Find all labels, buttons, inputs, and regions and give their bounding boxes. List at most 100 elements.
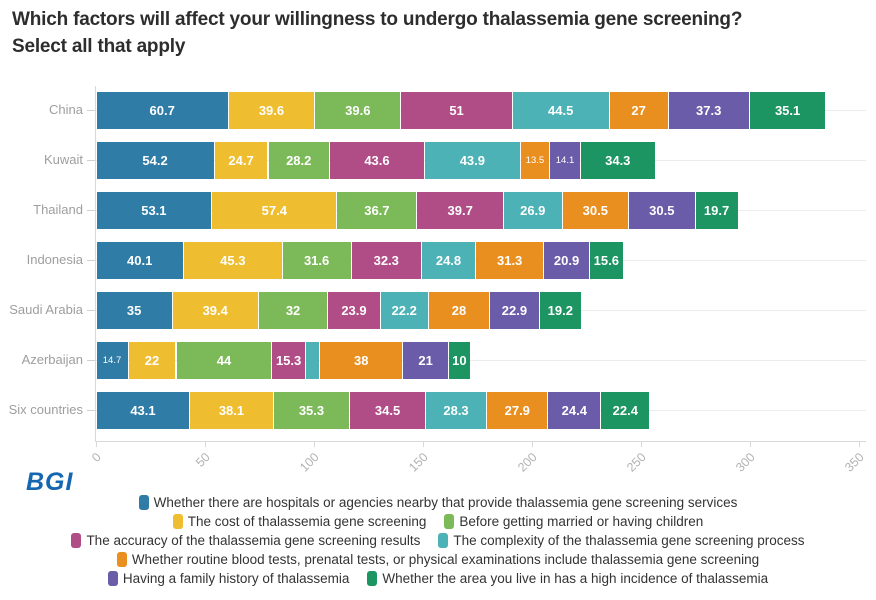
bar-segment-kuwait-whether-there-are-hospit[interactable]: 54.2 <box>96 141 214 179</box>
bar-segment-saudi-arabia-whether-the-area-you-liv[interactable]: 19.2 <box>539 291 581 329</box>
legend-item-whether-the-area-you-liv[interactable]: Whether the area you live in has a high … <box>367 571 768 586</box>
bar-value-label: 43.9 <box>459 152 486 168</box>
bar-segment-six-countries-the-accuracy-of-the-thal[interactable]: 34.5 <box>350 391 425 429</box>
bar-segment-china-whether-there-are-hospit[interactable]: 60.7 <box>96 91 228 129</box>
bar-segment-azerbaijan-having-a-family-history-[interactable]: 21 <box>403 341 448 379</box>
bar-value-label: 23.9 <box>341 302 367 318</box>
bar-segment-china-the-cost-of-thalassemia-[interactable]: 39.6 <box>228 91 315 129</box>
bar-value-label: 30.5 <box>649 202 675 218</box>
bar-segment-indonesia-whether-there-are-hospit[interactable]: 40.1 <box>96 241 183 279</box>
legend-row: Whether there are hospitals or agencies … <box>0 493 876 512</box>
legend-item-the-complexity-of-the-th[interactable]: The complexity of the thalassemia gene s… <box>438 533 805 548</box>
bar-segment-azerbaijan-whether-routine-blood-te[interactable]: 38 <box>320 341 403 379</box>
legend-label: The accuracy of the thalassemia gene scr… <box>86 533 421 548</box>
legend-item-before-getting-married-o[interactable]: Before getting married or having childre… <box>444 514 703 529</box>
legend-item-the-cost-of-thalassemia-[interactable]: The cost of thalassemia gene screening <box>172 514 427 529</box>
bar-segment-saudi-arabia-the-cost-of-thalassemia-[interactable]: 39.4 <box>172 291 258 329</box>
bar-segment-china-before-getting-married-o[interactable]: 39.6 <box>315 91 401 129</box>
bar-value-label: 28.3 <box>443 402 469 418</box>
bar-segment-thailand-the-complexity-of-the-th[interactable]: 26.9 <box>503 191 562 229</box>
x-axis-tick <box>96 441 97 447</box>
bar-segment-indonesia-whether-the-area-you-liv[interactable]: 15.6 <box>589 241 623 279</box>
legend-swatch-icon <box>138 495 149 510</box>
bar-segment-kuwait-whether-routine-blood-te[interactable]: 13.5 <box>520 141 550 179</box>
bar-value-label: 14.1 <box>555 154 575 166</box>
bar-segment-thailand-before-getting-married-o[interactable]: 36.7 <box>337 191 417 229</box>
bar-segment-kuwait-the-cost-of-thalassemia-[interactable]: 24.7 <box>214 141 268 179</box>
bar-value-label: 27 <box>631 102 646 118</box>
bar-segment-china-whether-routine-blood-te[interactable]: 27 <box>609 91 668 129</box>
bar-segment-china-whether-the-area-you-liv[interactable]: 35.1 <box>749 91 826 129</box>
legend-item-having-a-family-history-[interactable]: Having a family history of thalassemia <box>107 571 349 586</box>
legend-item-whether-there-are-hospit[interactable]: Whether there are hospitals or agencies … <box>138 495 737 510</box>
bar-value-label: 43.6 <box>364 152 390 168</box>
bgi-logo: BGI <box>26 468 74 496</box>
bar-segment-saudi-arabia-before-getting-married-o[interactable]: 32 <box>258 291 328 329</box>
bar-segment-azerbaijan-the-cost-of-thalassemia-[interactable]: 22 <box>128 341 176 379</box>
bar-segment-china-the-accuracy-of-the-thal[interactable]: 51 <box>401 91 512 129</box>
bar-segment-saudi-arabia-whether-there-are-hospit[interactable]: 35 <box>96 291 172 329</box>
y-axis-label: China <box>49 102 83 117</box>
bar-segment-six-countries-whether-the-area-you-liv[interactable]: 22.4 <box>601 391 650 429</box>
bar-value-label: 38.1 <box>218 402 245 418</box>
bar-segment-indonesia-the-accuracy-of-the-thal[interactable]: 32.3 <box>351 241 421 279</box>
y-axis-tick <box>87 260 95 261</box>
bar-segment-saudi-arabia-whether-routine-blood-te[interactable]: 28 <box>428 291 489 329</box>
bar-segment-thailand-whether-routine-blood-te[interactable]: 30.5 <box>562 191 629 229</box>
bar-segment-kuwait-the-accuracy-of-the-thal[interactable]: 43.6 <box>329 141 425 179</box>
bar-segment-six-countries-whether-routine-blood-te[interactable]: 27.9 <box>487 391 548 429</box>
bar-segment-thailand-the-accuracy-of-the-thal[interactable]: 39.7 <box>417 191 503 229</box>
bar-segment-six-countries-the-cost-of-thalassemia-[interactable]: 38.1 <box>190 391 273 429</box>
bar-segment-indonesia-the-complexity-of-the-th[interactable]: 24.8 <box>421 241 476 279</box>
bar-segment-kuwait-having-a-family-history-[interactable]: 14.1 <box>550 141 580 179</box>
y-axis-tick <box>87 110 95 111</box>
bar-value-label: 28.2 <box>286 152 312 168</box>
bar-segment-six-countries-whether-there-are-hospit[interactable]: 43.1 <box>96 391 190 429</box>
bar-segment-indonesia-before-getting-married-o[interactable]: 31.6 <box>282 241 351 279</box>
legend-item-whether-routine-blood-te[interactable]: Whether routine blood tests, prenatal te… <box>116 552 760 567</box>
legend-item-the-accuracy-of-the-thal[interactable]: The accuracy of the thalassemia gene scr… <box>71 533 420 548</box>
bar-segment-thailand-the-cost-of-thalassemia-[interactable]: 57.4 <box>212 191 337 229</box>
bar-segment-indonesia-having-a-family-history-[interactable]: 20.9 <box>544 241 589 279</box>
bar-segment-china-having-a-family-history-[interactable]: 37.3 <box>668 91 749 129</box>
x-axis-tick-label: 150 <box>406 450 431 475</box>
bar-value-label: 31.3 <box>496 252 523 268</box>
bar-segment-azerbaijan-the-complexity-of-the-th[interactable]: 6.7 <box>305 341 343 379</box>
bar-segment-indonesia-the-cost-of-thalassemia-[interactable]: 45.3 <box>183 241 282 279</box>
bar-segment-six-countries-before-getting-married-o[interactable]: 35.3 <box>273 391 350 429</box>
legend-row: Whether routine blood tests, prenatal te… <box>0 550 876 569</box>
bar-value-label: 34.3 <box>605 152 631 168</box>
bar-segment-azerbaijan-before-getting-married-o[interactable]: 44 <box>176 341 272 379</box>
bar-segment-china-the-complexity-of-the-th[interactable]: 44.5 <box>512 91 609 129</box>
bar-segment-kuwait-the-complexity-of-the-th[interactable]: 43.9 <box>425 141 520 179</box>
bar-value-label: 34.5 <box>374 402 401 418</box>
bar-value-label: 39.4 <box>202 302 228 318</box>
bar-segment-kuwait-before-getting-married-o[interactable]: 28.2 <box>268 141 329 179</box>
bar-value-label: 22 <box>144 352 160 368</box>
bar-segment-thailand-having-a-family-history-[interactable]: 30.5 <box>629 191 695 229</box>
bar-segment-six-countries-the-complexity-of-the-th[interactable]: 28.3 <box>425 391 487 429</box>
legend-label: Whether routine blood tests, prenatal te… <box>131 552 760 567</box>
bar-segment-azerbaijan-the-accuracy-of-the-thal[interactable]: 15.3 <box>272 341 305 379</box>
bar-segment-kuwait-whether-the-area-you-liv[interactable]: 34.3 <box>580 141 655 179</box>
y-axis-label: Kuwait <box>43 152 83 167</box>
bar-value-label: 10 <box>452 352 467 368</box>
y-axis-tick <box>87 310 95 311</box>
bar-segment-saudi-arabia-the-complexity-of-the-th[interactable]: 22.2 <box>380 291 428 329</box>
bar-segment-six-countries-having-a-family-history-[interactable]: 24.4 <box>548 391 601 429</box>
bar-segment-indonesia-whether-routine-blood-te[interactable]: 31.3 <box>476 241 544 279</box>
y-axis-label: Thailand <box>33 202 83 217</box>
bar-value-label: 15.6 <box>593 252 619 268</box>
bar-segment-azerbaijan-whether-there-are-hospit[interactable]: 14.7 <box>96 341 128 379</box>
bar-segment-saudi-arabia-the-accuracy-of-the-thal[interactable]: 23.9 <box>328 291 380 329</box>
bar-value-label: 60.7 <box>149 102 175 118</box>
bar-segment-saudi-arabia-having-a-family-history-[interactable]: 22.9 <box>489 291 539 329</box>
bar-segment-thailand-whether-the-area-you-liv[interactable]: 19.7 <box>695 191 738 229</box>
x-axis-tick-label: 200 <box>515 450 540 475</box>
x-axis-line <box>95 441 866 442</box>
bar-segment-azerbaijan-whether-the-area-you-liv[interactable]: 10 <box>449 341 470 379</box>
x-axis-tick <box>750 441 751 447</box>
bar-segment-thailand-whether-there-are-hospit[interactable]: 53.1 <box>96 191 212 229</box>
legend-label: The cost of thalassemia gene screening <box>187 514 427 529</box>
